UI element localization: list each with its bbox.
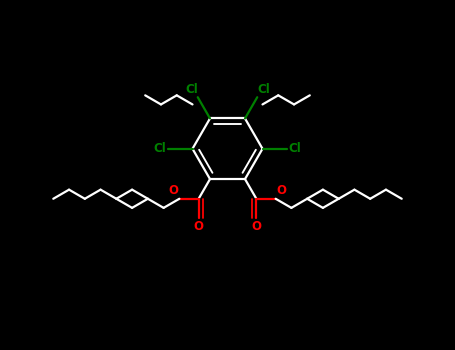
Text: Cl: Cl [153, 142, 166, 155]
Text: O: O [194, 220, 204, 233]
Text: Cl: Cl [257, 83, 270, 96]
Text: Cl: Cl [289, 142, 302, 155]
Text: O: O [168, 184, 178, 197]
Text: O: O [277, 184, 287, 197]
Text: O: O [251, 220, 261, 233]
Text: Cl: Cl [185, 83, 198, 96]
